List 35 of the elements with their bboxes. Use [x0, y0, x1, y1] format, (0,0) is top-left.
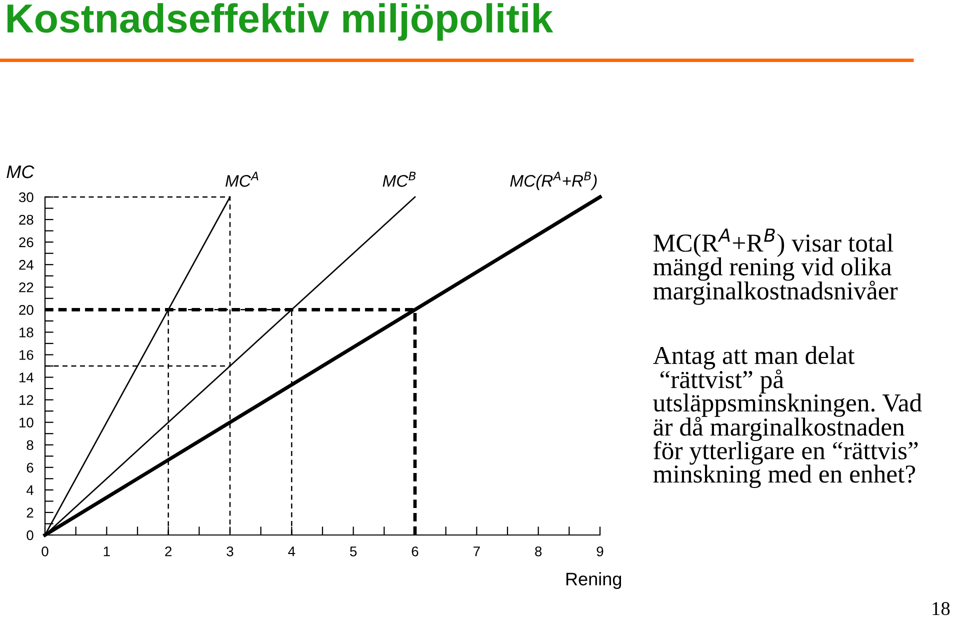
y-tick-label: 4 [26, 485, 34, 495]
y-tick-label: 26 [19, 237, 34, 248]
x-tick-label: 0 [42, 546, 48, 556]
text: Antag att man delat “rättvist” på utsläppsminskningen. Vad är då marginalkostnaden för ytterligare en “rättvis” minskning med en enhet? [653, 346, 922, 488]
x-tick-label: 5 [350, 546, 357, 556]
y-tick-label: 2 [26, 508, 34, 518]
y-tick-label: 14 [20, 372, 34, 382]
y-tick-label: 18 [20, 328, 34, 338]
series-label: MC(R$^{A}$+R$^{B}$) [510, 172, 597, 190]
x-tick-label: 2 [165, 546, 172, 556]
y-tick-label: 30 [18, 192, 34, 202]
y-tick-label: 12 [20, 395, 34, 405]
y-tick-label: 10 [20, 418, 34, 428]
x-tick-label: 8 [535, 546, 542, 556]
x-tick-label: 4 [288, 546, 296, 556]
x-tick-label: 7 [474, 546, 480, 556]
series-label: MC$^{A}$ [226, 172, 258, 187]
y-tick-label: 22 [19, 282, 34, 292]
series-label: MC$^{B}$ [382, 172, 416, 187]
x-axis-title: Rening [566, 572, 622, 590]
x-tick-label: 3 [226, 546, 234, 556]
y-tick-label: 24 [19, 260, 34, 270]
chart-title: Kostnadseffektiv miljöpolitik [7, 3, 554, 41]
x-tick-label: 1 [104, 546, 110, 556]
y-tick-label: 8 [26, 440, 34, 450]
y-tick-label: 0 [26, 530, 34, 540]
x-tick-label: 6 [412, 546, 418, 556]
y-tick-label: 20 [19, 305, 34, 315]
y-tick-label: 6 [26, 462, 34, 473]
text: MC(R$^{A}$+R$^{B}$) visar total mängd rening vid olika marginalkostnadsnivåer [653, 228, 898, 305]
y-axis-title: MC [6, 165, 34, 178]
text: 18 [932, 602, 950, 616]
y-tick-label: 16 [20, 350, 34, 360]
y-tick-label: 28 [19, 214, 34, 225]
x-tick-label: 9 [596, 546, 604, 556]
